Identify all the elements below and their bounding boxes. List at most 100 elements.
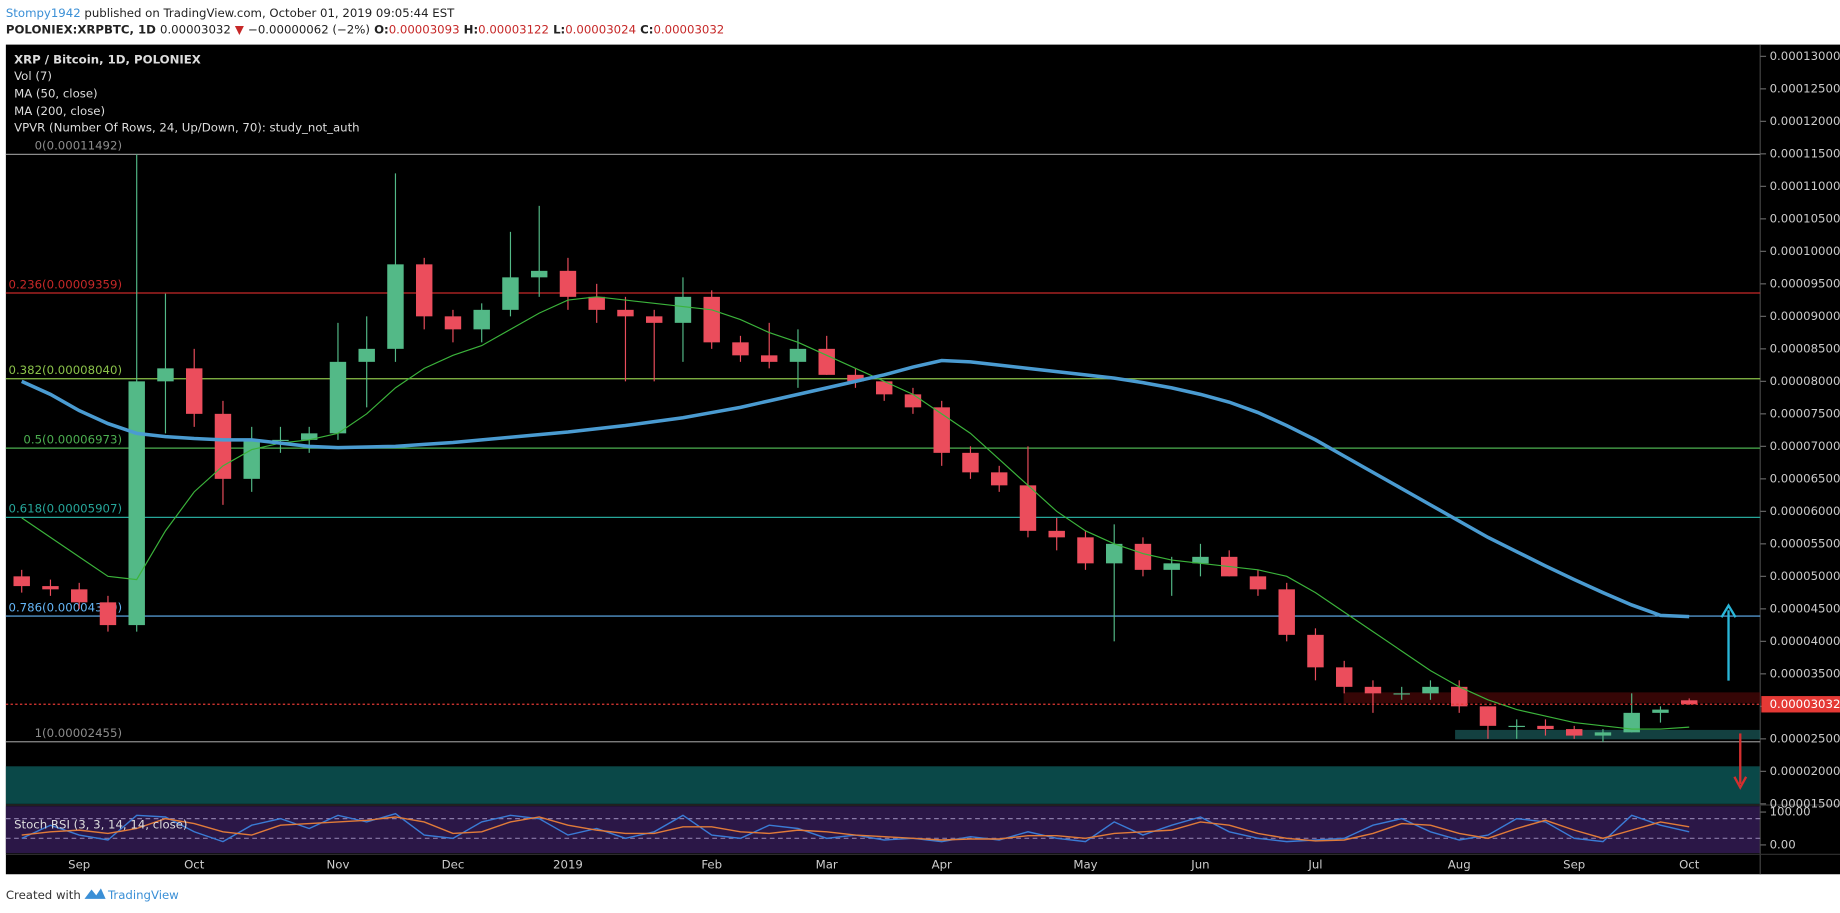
fib-label: 0.618(0.00005907) xyxy=(9,502,123,516)
legend-entry: MA (200, close) xyxy=(14,104,105,118)
y-tick-label: 0.00008000 xyxy=(1770,374,1840,388)
candle-body xyxy=(42,586,59,590)
candle-body xyxy=(1393,693,1410,695)
legend: XRP / Bitcoin, 1D, POLONIEX Vol (7) MA (… xyxy=(14,52,360,831)
y-tick-label: 0.00012000 xyxy=(1770,114,1840,128)
candle-body xyxy=(415,264,433,317)
candle-body xyxy=(300,433,318,440)
candle-body xyxy=(1680,700,1698,705)
x-tick-label: Dec xyxy=(442,857,465,871)
published: published on TradingView.com, October 01… xyxy=(84,5,455,19)
candle-body xyxy=(473,309,490,330)
close-key: C: xyxy=(640,22,653,36)
vpvr-band xyxy=(5,766,1761,804)
y-tick-label: 0.00002500 xyxy=(1770,731,1840,745)
y-tick-label: 0.00009000 xyxy=(1770,309,1840,323)
candle-body xyxy=(128,381,145,626)
candle-body xyxy=(818,348,835,375)
fib-label: 0(0.00011492) xyxy=(35,139,122,153)
change: −0.00000062 (−2%) xyxy=(248,22,370,36)
candle-body xyxy=(1594,732,1612,736)
y-tick-label: 0.00005000 xyxy=(1770,569,1840,583)
fib-label: 0.786(0.00004389) xyxy=(9,600,123,614)
y-tick-label: 0.00007000 xyxy=(1770,439,1840,453)
y-tick-label: 100.00 xyxy=(1770,805,1811,819)
candle-body xyxy=(70,589,88,603)
chart-background xyxy=(5,44,1840,875)
x-tick-label: Mar xyxy=(816,857,838,871)
candle-body xyxy=(13,576,30,587)
candle-body xyxy=(1537,725,1554,730)
candle-body xyxy=(559,270,577,297)
stoch-background xyxy=(5,806,1761,854)
resistance-zone xyxy=(1343,692,1761,703)
candle-body xyxy=(875,381,893,395)
candle-body xyxy=(157,368,174,382)
candle-body xyxy=(1134,543,1152,570)
candle-body xyxy=(1623,712,1640,733)
candle-body xyxy=(1163,563,1180,570)
high-key: H: xyxy=(464,22,478,36)
moving-average xyxy=(21,296,1690,730)
candle-body xyxy=(243,439,260,479)
y-tick-label: 0.00013000 xyxy=(1770,49,1840,63)
change-arrow: ▼ xyxy=(235,22,244,36)
x-tick-label: Oct xyxy=(184,857,205,871)
candle-body xyxy=(1048,530,1065,538)
x-tick-label: Sep xyxy=(1563,857,1585,871)
quote-line: POLONIEX:XRPBTC, 1D 0.00003032 ▼ −0.0000… xyxy=(6,22,724,36)
candle-body xyxy=(674,296,692,323)
y-tick-label: 0.00 xyxy=(1770,837,1796,851)
x-tick-label: 2019 xyxy=(553,857,583,871)
last-price-box xyxy=(1761,696,1840,713)
price: 0.00003032 xyxy=(160,22,231,36)
candle-body xyxy=(904,394,922,408)
header-line: Stompy1942 published on TradingView.com,… xyxy=(6,5,455,19)
y-tick-label: 0.00009500 xyxy=(1770,276,1840,290)
fib-label: 1(0.00002455) xyxy=(35,726,122,740)
candle-body xyxy=(645,316,663,323)
plot-area: 0.000015000.000020000.000025000.00003000… xyxy=(5,49,1840,851)
candle-body xyxy=(1652,709,1669,713)
legend-entry: Vol (7) xyxy=(14,69,52,83)
legend-entry: MA (50, close) xyxy=(14,86,98,100)
y-tick-label: 0.00003500 xyxy=(1770,666,1840,680)
footer-created: Created with xyxy=(6,888,81,902)
candle-body xyxy=(329,361,347,434)
author: Stompy1942 xyxy=(6,5,81,19)
x-tick-label: Aug xyxy=(1448,857,1471,871)
candle-body xyxy=(962,452,979,473)
symbol: POLONIEX:XRPBTC, 1D xyxy=(6,22,156,36)
legend-entry: VPVR (Number Of Rows, 24, Up/Down, 70): … xyxy=(14,120,360,134)
moving-average xyxy=(20,358,1690,619)
x-tick-label: Sep xyxy=(68,857,90,871)
candle-body xyxy=(1307,634,1324,668)
candle-body xyxy=(1479,706,1497,726)
stoch-line xyxy=(21,816,1690,842)
candle-body xyxy=(847,374,864,382)
y-tick-label: 0.00004000 xyxy=(1770,634,1840,648)
candle-body xyxy=(387,264,404,349)
candle-body xyxy=(1450,686,1468,707)
footer-brand[interactable]: TradingView xyxy=(107,888,179,902)
candle-body xyxy=(933,407,950,453)
candle-body xyxy=(990,472,1008,486)
legend-title: XRP / Bitcoin, 1D, POLONIEX xyxy=(14,52,201,66)
candle-body xyxy=(1335,667,1353,687)
y-tick-label: 0.00011500 xyxy=(1770,146,1840,160)
candle-body xyxy=(1105,543,1123,564)
y-tick-label: 0.00011000 xyxy=(1770,179,1840,193)
candle-body xyxy=(444,316,462,330)
y-tick-label: 0.00006000 xyxy=(1770,504,1840,518)
y-tick-label: 0.00002000 xyxy=(1770,764,1840,778)
candle-body xyxy=(502,277,519,310)
y-tick-label: 0.00005500 xyxy=(1770,536,1840,550)
x-tick-label: May xyxy=(1073,857,1097,871)
candle-body xyxy=(185,368,203,414)
open-value: 0.00003093 xyxy=(389,22,460,36)
candle-body xyxy=(1422,686,1439,694)
low-key: L: xyxy=(553,22,565,36)
x-tick-label: Jul xyxy=(1307,857,1322,871)
brand-logo xyxy=(84,888,106,899)
